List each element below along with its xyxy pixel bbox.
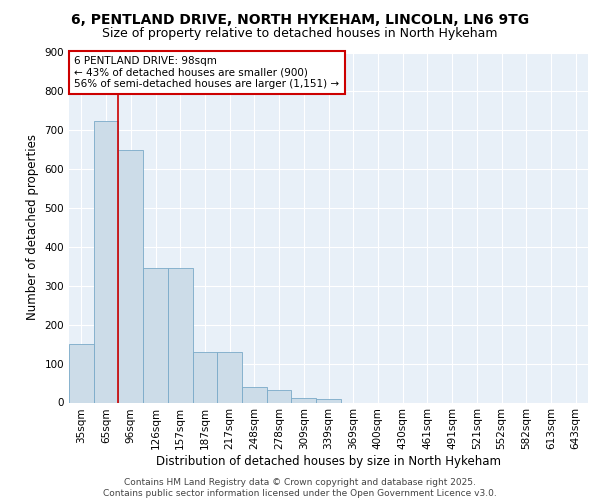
Bar [242,387,267,402]
Bar [69,344,94,403]
Bar [94,120,118,402]
X-axis label: Distribution of detached houses by size in North Hykeham: Distribution of detached houses by size … [156,455,501,468]
Bar [193,352,217,403]
Text: 6, PENTLAND DRIVE, NORTH HYKEHAM, LINCOLN, LN6 9TG: 6, PENTLAND DRIVE, NORTH HYKEHAM, LINCOL… [71,12,529,26]
Bar [316,400,341,402]
Bar [217,352,242,403]
Bar [267,390,292,402]
Y-axis label: Number of detached properties: Number of detached properties [26,134,39,320]
Bar [143,268,168,402]
Bar [168,268,193,402]
Bar [292,398,316,402]
Bar [118,150,143,402]
Text: Contains HM Land Registry data © Crown copyright and database right 2025.
Contai: Contains HM Land Registry data © Crown c… [103,478,497,498]
Text: 6 PENTLAND DRIVE: 98sqm
← 43% of detached houses are smaller (900)
56% of semi-d: 6 PENTLAND DRIVE: 98sqm ← 43% of detache… [74,56,340,89]
Text: Size of property relative to detached houses in North Hykeham: Size of property relative to detached ho… [102,28,498,40]
